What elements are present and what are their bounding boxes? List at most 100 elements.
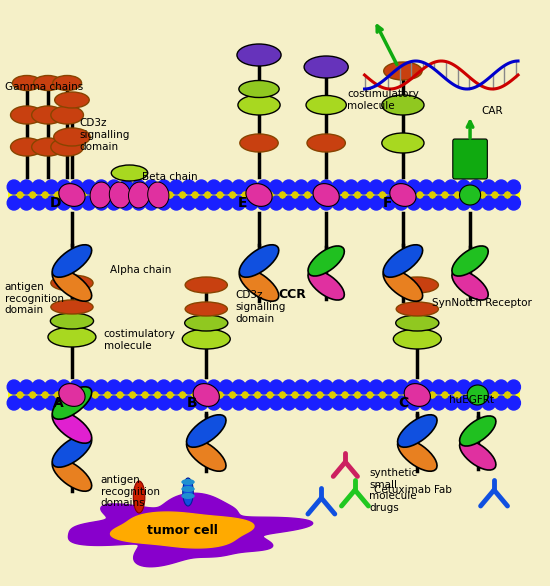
Circle shape: [232, 396, 245, 410]
Circle shape: [67, 192, 73, 198]
Ellipse shape: [52, 459, 92, 491]
Circle shape: [45, 396, 58, 410]
Circle shape: [7, 180, 21, 194]
Circle shape: [57, 396, 70, 410]
Circle shape: [107, 196, 120, 210]
Circle shape: [305, 392, 310, 398]
Circle shape: [382, 180, 395, 194]
Circle shape: [407, 380, 420, 394]
Text: Gamma chains: Gamma chains: [5, 82, 83, 92]
Circle shape: [132, 180, 146, 194]
Circle shape: [457, 380, 470, 394]
Circle shape: [292, 392, 298, 398]
Ellipse shape: [51, 313, 94, 329]
Ellipse shape: [32, 106, 64, 124]
Ellipse shape: [390, 183, 416, 206]
Circle shape: [232, 196, 245, 210]
Ellipse shape: [90, 182, 111, 208]
Circle shape: [357, 396, 371, 410]
Circle shape: [245, 180, 258, 194]
Circle shape: [494, 380, 508, 394]
Circle shape: [457, 196, 470, 210]
Circle shape: [270, 196, 283, 210]
Circle shape: [180, 392, 185, 398]
Circle shape: [257, 396, 271, 410]
Circle shape: [344, 196, 358, 210]
Ellipse shape: [185, 315, 228, 331]
Circle shape: [430, 192, 436, 198]
Circle shape: [169, 380, 183, 394]
Ellipse shape: [467, 385, 488, 405]
Circle shape: [504, 392, 510, 398]
Ellipse shape: [307, 134, 345, 152]
Circle shape: [442, 192, 448, 198]
Circle shape: [405, 392, 410, 398]
Ellipse shape: [129, 182, 150, 208]
Circle shape: [182, 180, 196, 194]
Circle shape: [157, 196, 170, 210]
Text: CAR: CAR: [482, 106, 503, 116]
Ellipse shape: [182, 486, 195, 492]
Circle shape: [245, 196, 258, 210]
Circle shape: [17, 192, 23, 198]
Circle shape: [444, 380, 458, 394]
Circle shape: [245, 396, 258, 410]
Circle shape: [32, 396, 46, 410]
Circle shape: [70, 196, 83, 210]
Circle shape: [155, 192, 161, 198]
Circle shape: [145, 180, 158, 194]
Text: Cetuximab Fab: Cetuximab Fab: [374, 485, 452, 495]
Circle shape: [32, 196, 46, 210]
Circle shape: [470, 180, 483, 194]
Circle shape: [320, 396, 333, 410]
Ellipse shape: [304, 56, 348, 78]
Circle shape: [382, 380, 395, 394]
Ellipse shape: [32, 138, 64, 156]
Circle shape: [45, 180, 58, 194]
Ellipse shape: [10, 138, 43, 156]
Text: antigen
recognition
domains: antigen recognition domains: [101, 475, 160, 508]
Circle shape: [405, 192, 410, 198]
FancyBboxPatch shape: [8, 382, 520, 408]
Circle shape: [132, 396, 146, 410]
Circle shape: [392, 192, 398, 198]
Circle shape: [344, 380, 358, 394]
Circle shape: [120, 380, 133, 394]
Circle shape: [480, 192, 485, 198]
Polygon shape: [111, 512, 254, 548]
Text: C: C: [398, 396, 408, 410]
Circle shape: [169, 396, 183, 410]
Polygon shape: [68, 493, 313, 567]
Circle shape: [467, 392, 473, 398]
Circle shape: [370, 180, 383, 194]
Circle shape: [332, 196, 345, 210]
Circle shape: [282, 196, 295, 210]
Ellipse shape: [34, 76, 62, 90]
Ellipse shape: [398, 439, 437, 471]
Circle shape: [242, 392, 248, 398]
Circle shape: [32, 380, 46, 394]
Circle shape: [442, 392, 448, 398]
Circle shape: [355, 392, 360, 398]
Circle shape: [167, 192, 173, 198]
Ellipse shape: [54, 92, 89, 108]
Circle shape: [270, 396, 283, 410]
Circle shape: [82, 180, 96, 194]
Circle shape: [157, 180, 170, 194]
Circle shape: [30, 392, 36, 398]
Circle shape: [480, 392, 485, 398]
Circle shape: [120, 396, 133, 410]
Circle shape: [45, 196, 58, 210]
Circle shape: [155, 392, 161, 398]
Circle shape: [257, 196, 271, 210]
Ellipse shape: [237, 44, 281, 66]
Ellipse shape: [306, 96, 346, 114]
Circle shape: [104, 192, 111, 198]
Circle shape: [307, 380, 321, 394]
Circle shape: [295, 380, 308, 394]
Ellipse shape: [239, 80, 279, 97]
Circle shape: [57, 196, 70, 210]
Circle shape: [195, 180, 208, 194]
Ellipse shape: [51, 300, 93, 314]
Circle shape: [342, 192, 348, 198]
